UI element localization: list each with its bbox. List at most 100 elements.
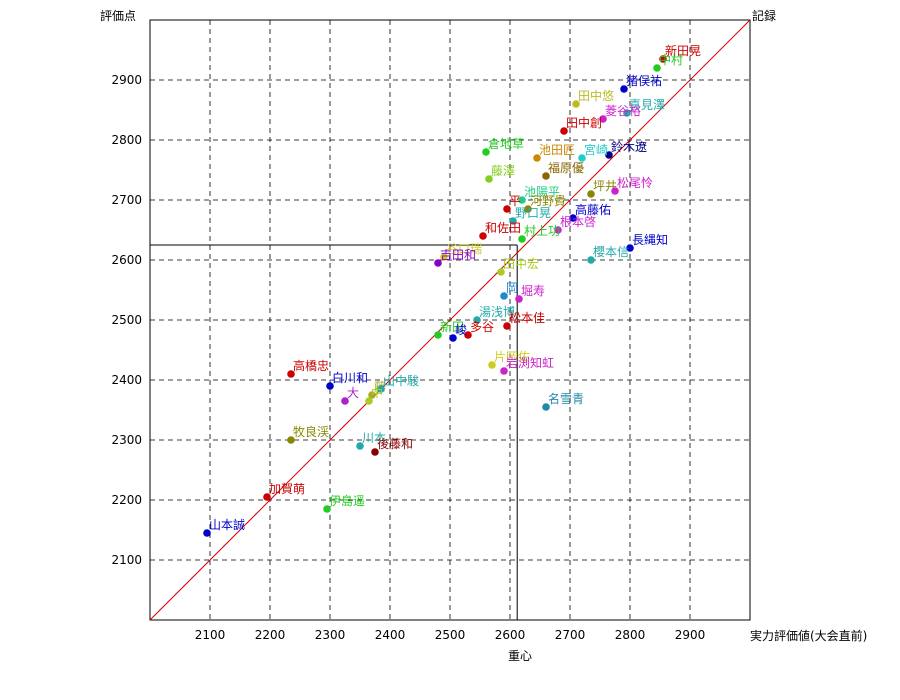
x-tick-label: 2600: [495, 628, 526, 642]
y-ticks: 2100 2200 2300 2400 2500 2600 2700 2800 2900: [111, 73, 142, 567]
point-label: 松尾怜: [617, 176, 653, 190]
data-point: [518, 235, 526, 243]
point-label: 白川和: [332, 370, 368, 385]
data-point: [377, 385, 385, 393]
x-tick-label: 2400: [375, 628, 406, 642]
point-label: 新田: [440, 319, 464, 334]
diagonal-line: [149, 19, 751, 621]
data-point: [518, 196, 526, 204]
y-axis-label: 評価点: [100, 8, 136, 23]
point-label: 後藤和: [377, 437, 413, 451]
x-axis-label-bottom: 重心: [508, 649, 532, 663]
y2-axis-label: 記録: [752, 8, 776, 23]
point-label: 岩渕知虹: [506, 355, 554, 370]
data-point: [497, 268, 505, 276]
y-tick-label: 2500: [111, 313, 142, 327]
data-point: [623, 109, 631, 117]
data-point: [434, 331, 442, 339]
y-tick-label: 2800: [111, 133, 142, 147]
data-point: [524, 205, 532, 213]
point-label: 大: [347, 386, 359, 400]
point-label: 鈴木遼: [611, 139, 647, 154]
point-label: 峻: [455, 322, 467, 337]
data-point: [500, 292, 508, 300]
point-label: 川本: [362, 431, 386, 445]
point-label: 湯浅博: [479, 304, 515, 319]
point-label: 池陽平: [524, 185, 560, 199]
data-point: [500, 367, 508, 375]
data-point: [611, 187, 619, 195]
point-label: 和佐田: [485, 221, 521, 235]
data-point: [533, 154, 541, 162]
y-tick-label: 2400: [111, 373, 142, 387]
y-tick-label: 2100: [111, 553, 142, 567]
point-label: 多谷: [470, 320, 494, 334]
data-point: [620, 85, 628, 93]
data-point: [554, 226, 562, 234]
x-tick-label: 2500: [435, 628, 466, 642]
data-point: [485, 175, 493, 183]
point-label: 菱谷裕: [605, 103, 641, 118]
data-point: [560, 127, 568, 135]
data-point: [542, 403, 550, 411]
data-point: [515, 295, 523, 303]
point-label: 山本誠: [209, 518, 245, 532]
data-point: [542, 172, 550, 180]
data-point: [653, 64, 661, 72]
data-point: [572, 100, 580, 108]
x-tick-label: 2900: [675, 628, 706, 642]
point-label: 平: [509, 194, 521, 208]
point-label: 岡: [506, 281, 518, 295]
data-point: [482, 148, 490, 156]
data-point: [569, 214, 577, 222]
data-point: [434, 259, 442, 267]
point-label: 根本啓: [560, 214, 596, 229]
reference-lines: [150, 244, 518, 620]
point-label: 池田匠: [539, 143, 575, 157]
point-label: 河野貴: [530, 194, 566, 208]
point-label: 長縄知: [632, 232, 668, 247]
point-label: 田中宏: [503, 256, 539, 271]
point-label: 福原優: [548, 160, 584, 175]
data-point: [479, 232, 487, 240]
point-label: 高橋忠: [293, 358, 329, 373]
x-ticks: 2100 2200 2300 2400 2500 2600 2700 2800 2900: [195, 628, 706, 642]
data-point: [365, 397, 373, 405]
x-tick-label: 2200: [255, 628, 286, 642]
point-label: 倉地草: [488, 136, 524, 151]
point-label: 吉田和: [440, 248, 476, 262]
point-label: 片岡佑: [494, 350, 530, 364]
data-point: [509, 217, 517, 225]
x-axis-label-right: 実力評価値(大会直前): [750, 628, 867, 643]
point-label: 山中駿: [383, 373, 419, 388]
point-label: 坪井: [593, 179, 617, 193]
data-point: [371, 448, 379, 456]
x-tick-label: 2300: [315, 628, 346, 642]
point-label: 猪俣祐: [626, 74, 662, 88]
point-label: 田中悠: [578, 88, 614, 103]
point-label: 伊島遥: [329, 493, 365, 508]
data-point: [464, 331, 472, 339]
data-point: [578, 154, 586, 162]
data-point: [599, 115, 607, 123]
identity-line: [149, 19, 751, 621]
point-label: 名雪青: [548, 391, 584, 406]
data-point: [263, 493, 271, 501]
data-point: [587, 256, 595, 264]
point-label: 加賀萌: [269, 482, 305, 496]
data-point: [659, 55, 667, 63]
point-label: 松本佳: [509, 311, 545, 325]
point-label: 村上功: [524, 224, 560, 238]
data-point: [287, 370, 295, 378]
data-point: [473, 316, 481, 324]
data-point: [626, 244, 634, 252]
data-point: [203, 529, 211, 537]
y-tick-label: 2700: [111, 193, 142, 207]
y-tick-label: 2600: [111, 253, 142, 267]
data-point: [440, 253, 448, 261]
data-point: [287, 436, 295, 444]
data-point: [449, 334, 457, 342]
point-label: 田中創: [566, 115, 602, 130]
